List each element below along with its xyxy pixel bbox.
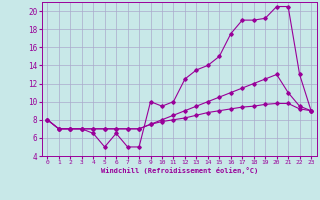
X-axis label: Windchill (Refroidissement éolien,°C): Windchill (Refroidissement éolien,°C) — [100, 167, 258, 174]
